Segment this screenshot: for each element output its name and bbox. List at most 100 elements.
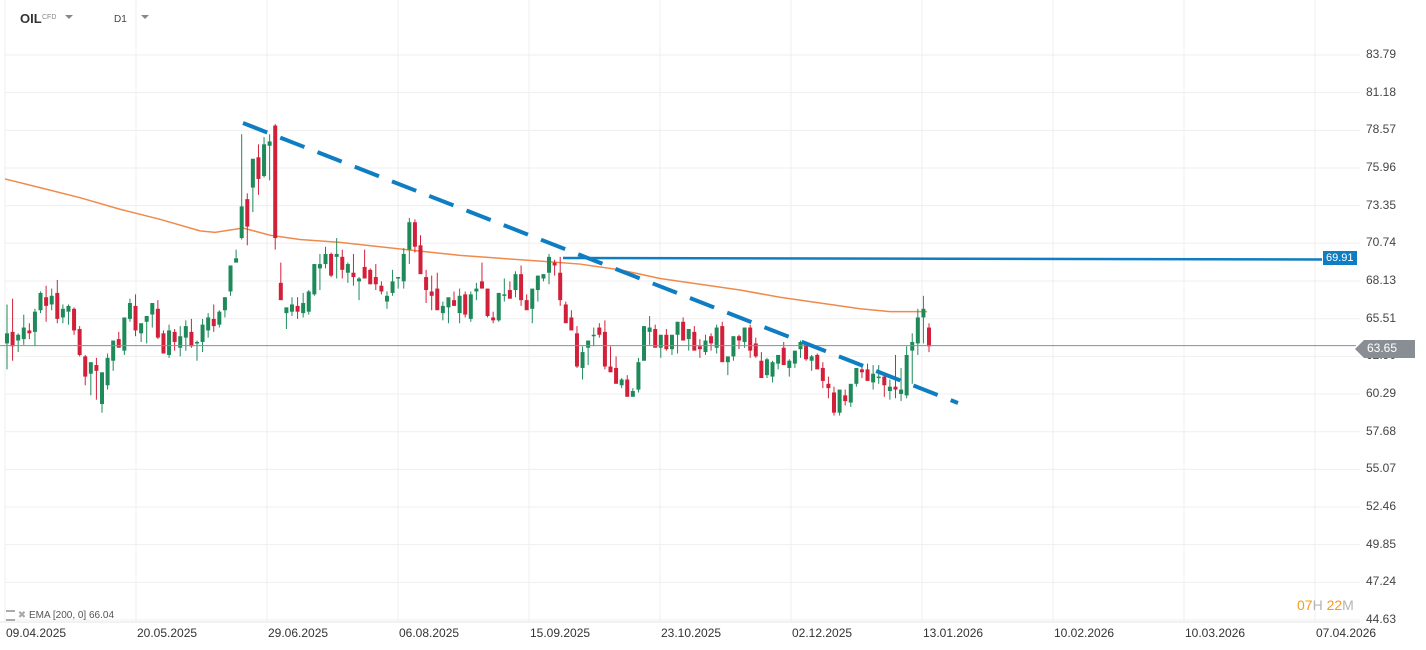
candle [491,317,496,321]
ema-legend-label: EMA [200, 0] 66.04 [28,610,115,622]
candle [440,305,445,314]
countdown-minutes: 22 [1326,597,1343,613]
timeframe-dropdown-icon[interactable] [141,15,149,19]
candle [915,317,920,344]
candle [206,317,211,331]
candle [513,274,518,291]
candle [748,327,753,351]
candle [910,341,915,351]
timeframe-selector[interactable]: D1 [114,14,127,25]
candle [647,327,652,332]
candle [122,317,127,351]
horizontal-level-line [562,256,1323,261]
candle [77,328,82,355]
candle [329,253,334,276]
candle [725,356,730,363]
candle [295,305,300,312]
candle [27,330,32,334]
price-axis-label: 75.96 [1366,159,1397,174]
candle [351,272,356,278]
candle [418,245,423,275]
candle [323,253,328,265]
candle [569,317,574,331]
indicator-legend: ✖ EMA [200, 0] 66.04 [6,610,114,621]
candle [485,288,490,317]
candle [692,331,697,351]
candle [301,303,306,314]
candle [133,305,138,331]
candle [144,316,149,322]
indicator-remove-icon[interactable]: ✖ [17,610,27,622]
candle [463,294,468,315]
candle [815,354,820,370]
candle [837,389,842,413]
price-axis-label: 49.85 [1366,536,1397,551]
candle [720,326,725,363]
candle [781,347,786,366]
candle [669,334,674,350]
candle [139,323,144,334]
candle [737,336,742,341]
candle [602,331,607,367]
candle [396,277,401,279]
candle [887,386,892,392]
candle [234,258,239,263]
candle [194,341,199,344]
candle [172,331,177,342]
countdown-hours: 07 [1297,597,1313,613]
candle [10,331,15,347]
candle [731,336,736,357]
price-axis-label: 68.13 [1366,272,1397,287]
candle [899,389,904,394]
candle [753,343,758,357]
chart-toolbar: OIL CFD D1 [0,0,1426,34]
candle [658,334,663,348]
candle [66,305,71,312]
symbol-selector[interactable]: OIL [20,11,42,26]
candle [787,360,792,368]
candle [535,275,540,291]
countdown-m-label: M [1342,597,1354,613]
symbol-dropdown-icon[interactable] [65,15,73,19]
time-axis-label: 09.04.2025 [6,626,67,640]
candle [317,264,322,269]
candle [675,321,680,335]
candle [457,295,462,314]
candle [636,362,641,390]
candle [764,359,769,376]
candle [502,294,507,296]
candle [524,300,529,311]
candle [55,292,60,319]
candle [608,366,613,373]
candle [826,383,831,389]
price-axis-label: 60.29 [1366,386,1397,401]
candle [586,340,591,348]
candle [871,373,876,383]
candle [424,277,429,291]
candle [809,356,814,361]
candle [507,290,512,299]
candle [38,292,43,311]
candle [429,291,434,296]
candle [116,339,121,348]
time-axis-label: 23.10.2025 [661,626,722,640]
candle [597,327,602,335]
candle [876,376,881,379]
indicator-settings-icon[interactable] [6,610,15,621]
candle [278,282,283,301]
price-axis-label: 78.57 [1366,122,1397,137]
candle [222,297,227,311]
candle [446,297,451,308]
candle [541,274,546,279]
candle [474,288,479,292]
candle [619,379,624,386]
countdown-h-label: H [1312,597,1323,613]
candle [111,340,116,361]
time-axis-label: 29.06.2025 [268,626,329,640]
candle [630,391,635,397]
candle [256,157,261,179]
candle [284,307,289,314]
candle [99,372,104,405]
candle [239,206,244,239]
